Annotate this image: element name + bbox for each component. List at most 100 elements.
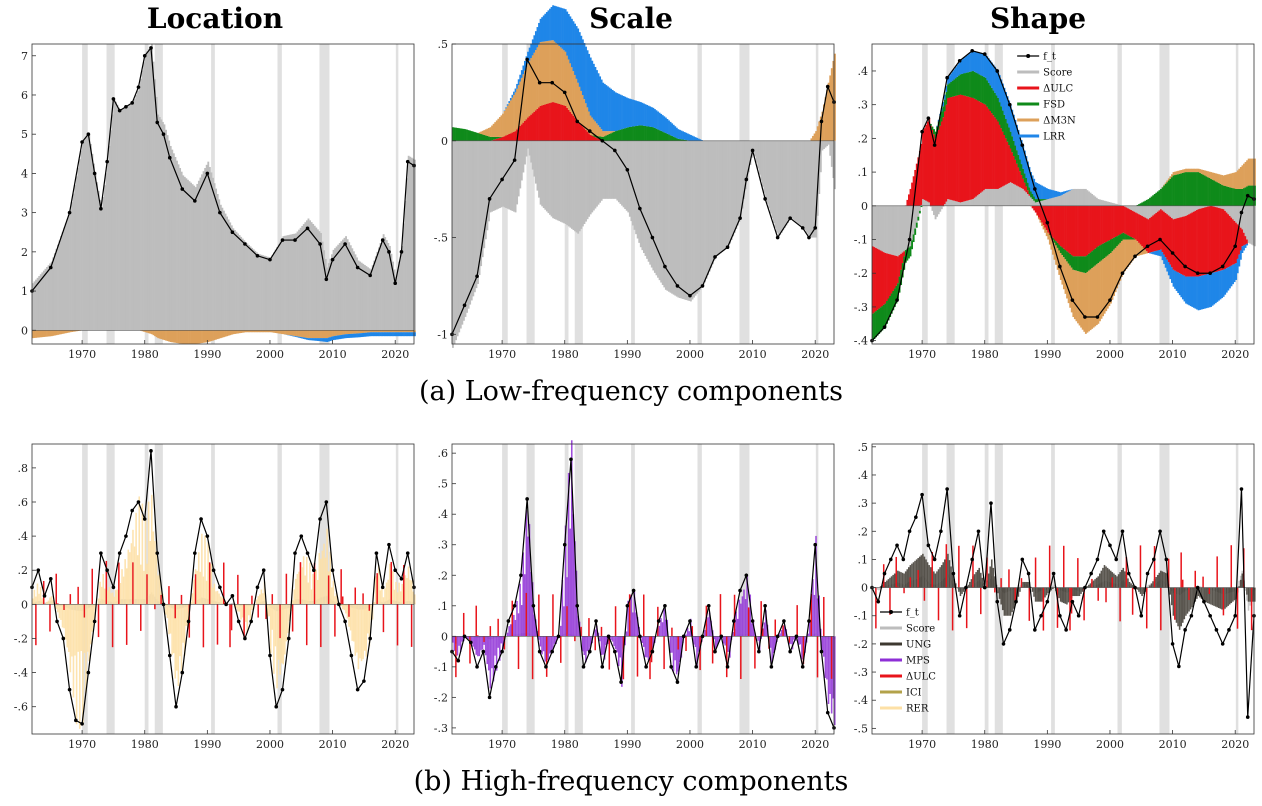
point-f-t [970,557,974,562]
bar-rer [78,604,81,729]
bar-score [488,140,490,222]
bar-mps [470,636,473,643]
bar-score [933,205,935,216]
bar-score [887,205,890,254]
bar-score [296,231,299,331]
bar-dm3n [298,330,301,337]
bar-score [77,167,80,331]
bar-rer [370,604,372,621]
point-f-t [105,568,109,573]
bar-score [243,240,246,331]
point-f-t [1014,599,1018,604]
bar-dulc [560,104,562,141]
bar-lrr [388,332,391,337]
bar-fsd [594,135,597,138]
bar-fsd [1183,172,1186,206]
bar-score [661,140,664,285]
bar-dm3n [243,330,246,333]
point-f-t [1064,628,1068,632]
bar-dm3n [309,330,311,339]
bar-fsd [1023,173,1026,183]
bar-score [83,140,86,331]
point-f-t [337,602,341,607]
bar-dm3n [602,131,605,137]
bar-rer [401,583,404,605]
bar-dm3n [149,330,152,334]
bar-score [168,140,171,331]
bar-ung [1031,587,1034,592]
bar-score [983,190,986,206]
bar-score [64,223,67,331]
bar-dulc [1089,205,1092,253]
bar-dm3n [503,111,506,137]
bar-dm3n [401,330,404,333]
bar-score [1197,205,1200,210]
bar-lrr [549,8,551,41]
bar-score [53,253,56,331]
bar-dm3n [502,113,504,137]
bar-fsd [1073,256,1076,271]
bar-ung [1117,574,1120,588]
bar-lrr [1185,276,1187,304]
x-tick-label: 2010 [739,738,767,751]
bar-dulc [1031,205,1034,209]
recession-band [739,444,750,734]
bar-rer [345,604,347,614]
bar-dm3n [497,118,500,137]
bar-dm3n [1163,184,1166,186]
bar-fsd [1008,127,1011,146]
bar-score [318,231,321,331]
bar-dulc [514,131,517,141]
point-f-t [230,230,235,235]
bar-lrr [685,132,688,141]
bar-lrr [596,70,598,124]
bar-lrr [621,95,623,130]
bar-score [1156,205,1159,212]
bar-dm3n [603,131,606,137]
bar-dulc [931,129,934,206]
bar-score [1019,585,1021,588]
point-f-t [1051,571,1056,576]
point-f-t [324,277,329,282]
bar-dulc-spike [1160,587,1162,631]
x-tick-label: 1990 [1033,348,1061,361]
bar-score [249,246,252,331]
bar-fsd [1150,196,1153,206]
bar-ung [906,569,909,588]
bar-dulc [1244,236,1247,245]
bar-dm3n [1047,232,1050,240]
bar-lrr [348,334,351,338]
bar-ung [1152,581,1154,588]
bar-fsd [1130,236,1133,240]
bar-score [235,231,238,331]
bar-dulc-spike [600,626,603,637]
bar-fsd [1128,236,1131,240]
bar-score [1247,205,1250,243]
bar-lrr [668,120,670,135]
y-tick-label: 0 [861,582,868,595]
bar-rer [318,553,321,605]
point-f-t [205,171,210,176]
bar-fsd [961,73,964,95]
bar-rer [32,598,34,605]
bar-rer [47,600,50,605]
bar-dm3n [227,330,230,336]
bar-dulc [973,98,976,198]
bar-dulc-spike [475,605,477,637]
bar-lrr [986,56,989,81]
bar-dm3n [560,47,562,105]
bar-dm3n [356,330,358,334]
bar-dulc [1116,205,1119,237]
bar-rer [212,587,214,605]
bar-ung [942,562,945,588]
bar-dm3n [1199,169,1202,173]
bar-lrr [945,86,948,93]
bar-lrr [1177,272,1180,294]
bar-dm3n [404,330,407,333]
bar-dm3n [500,115,503,137]
legend-marker-f-t [889,610,893,614]
bar-ung [1047,587,1049,594]
bar-dulc [1139,215,1142,245]
bar-dulc [525,119,528,141]
bar-score [382,234,385,331]
